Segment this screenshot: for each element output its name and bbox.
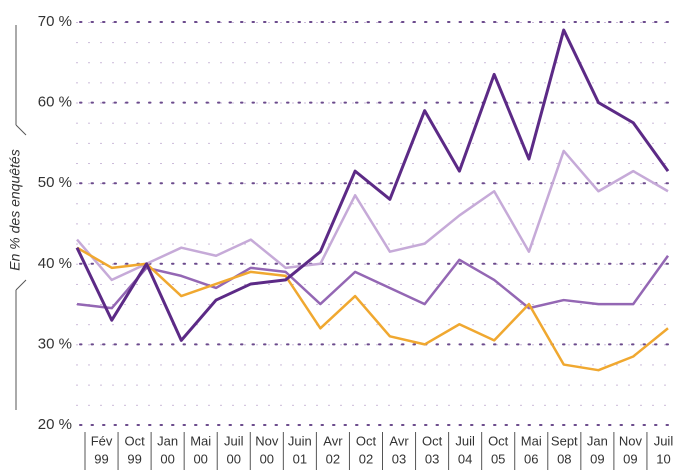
series-line (76, 149, 669, 282)
x-tick-label: Avr (389, 433, 409, 448)
x-tick-label: Jan (157, 433, 178, 448)
x-tick-label: 09 (623, 451, 637, 466)
bracket (15, 279, 27, 291)
x-tick-label: Mai (521, 433, 542, 448)
x-tick-label: 00 (260, 451, 274, 466)
x-tick-label: Nov (255, 433, 279, 448)
series-line (75, 28, 670, 342)
y-tick-label: 40 % (38, 255, 72, 272)
x-tick-label: Juil (654, 433, 674, 448)
y-tick-label: 70 % (38, 13, 72, 30)
x-tick-label: 00 (160, 451, 174, 466)
dot-background (75, 22, 675, 425)
x-tick-label: 02 (359, 451, 373, 466)
y-axis-label: En % des enquêtés (7, 149, 23, 270)
x-tick-label: Mai (190, 433, 211, 448)
x-tick-label: 99 (127, 451, 141, 466)
x-tick-label: Avr (323, 433, 343, 448)
x-tick-label: 05 (491, 451, 505, 466)
x-tick-label: Oct (356, 433, 377, 448)
series-line (76, 255, 670, 310)
y-tick-label: 30 % (38, 335, 72, 352)
x-tick-label: Nov (619, 433, 643, 448)
x-tick-label: 10 (656, 451, 670, 466)
bracket (15, 124, 27, 136)
x-tick-label: Oct (488, 433, 509, 448)
series-line (76, 246, 669, 372)
y-tick-label: 50 % (38, 174, 72, 191)
x-tick-label: Fév (91, 433, 113, 448)
x-tick-label: 00 (193, 451, 207, 466)
x-tick-label: 00 (227, 451, 241, 466)
x-tick-label: Oct (124, 433, 145, 448)
x-tick-label: 09 (590, 451, 604, 466)
x-tick-label: Oct (422, 433, 443, 448)
x-tick-label: 03 (392, 451, 406, 466)
x-tick-label: Sept (551, 433, 578, 448)
x-tick-label: 02 (326, 451, 340, 466)
x-tick-label: 08 (557, 451, 571, 466)
x-tick-label: 03 (425, 451, 439, 466)
x-tick-label: Juin (288, 433, 312, 448)
x-tick-label: 01 (293, 451, 307, 466)
x-tick-label: 04 (458, 451, 472, 466)
x-tick-label: Juil (224, 433, 244, 448)
x-tick-label: 99 (94, 451, 108, 466)
y-tick-label: 20 % (38, 416, 72, 433)
y-tick-label: 60 % (38, 94, 72, 111)
x-tick-label: 06 (524, 451, 538, 466)
x-tick-label: Jan (587, 433, 608, 448)
x-tick-label: Juil (455, 433, 475, 448)
